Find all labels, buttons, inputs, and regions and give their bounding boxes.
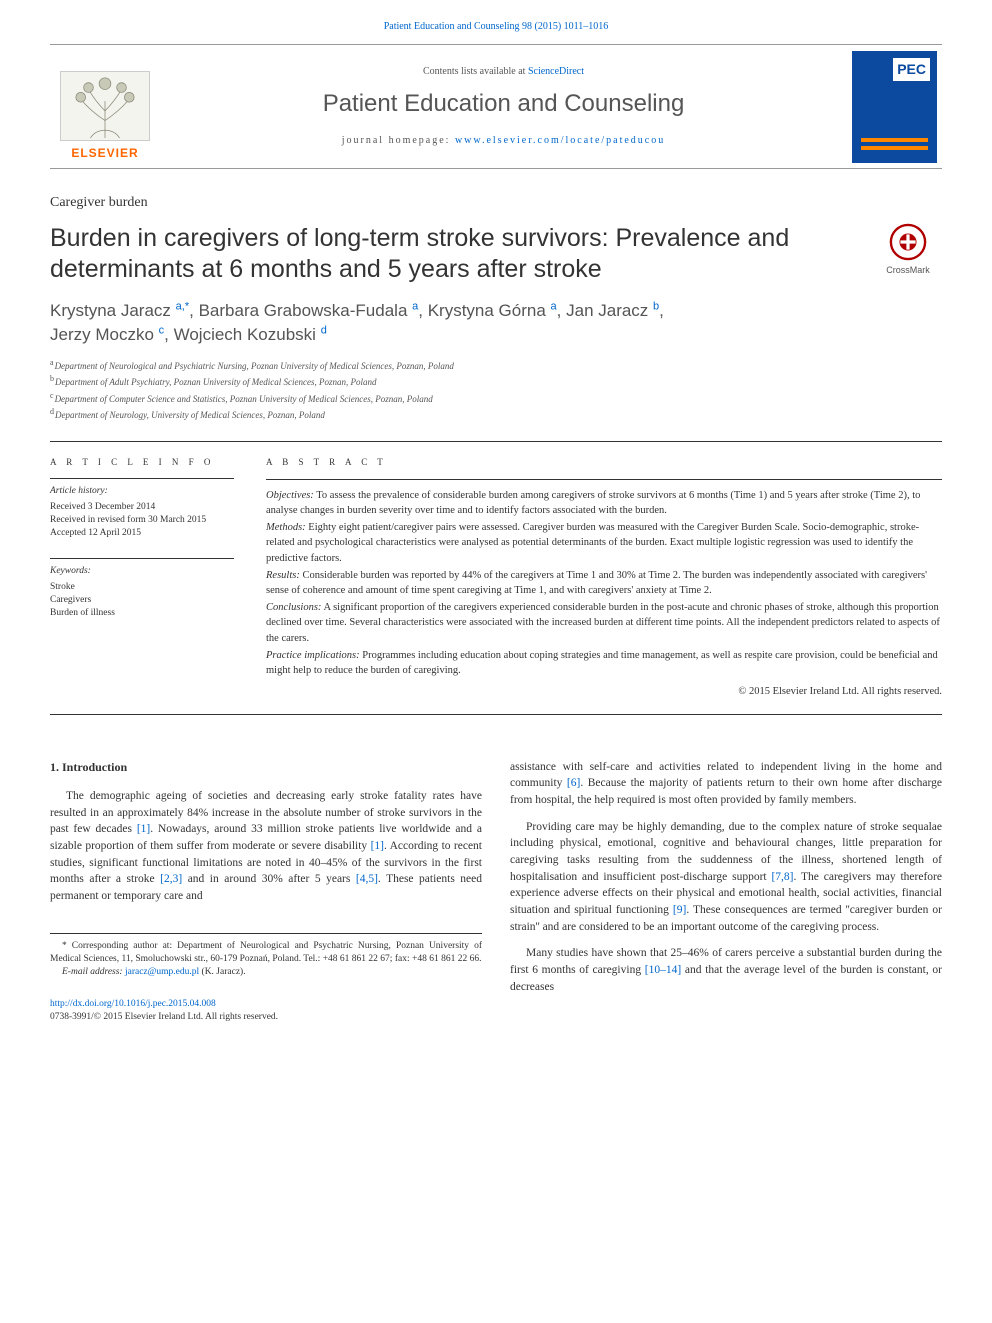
elsevier-tree-icon (60, 71, 150, 141)
crossmark-icon (889, 223, 927, 261)
homepage-link[interactable]: www.elsevier.com/locate/pateducou (455, 135, 665, 146)
citation-ref[interactable]: [10–14] (645, 964, 681, 976)
homepage-line: journal homepage: www.elsevier.com/locat… (342, 134, 666, 148)
body-paragraph: The demographic ageing of societies and … (50, 788, 482, 905)
citation-ref[interactable]: [9] (673, 904, 686, 916)
history-label: Article history: (50, 485, 234, 498)
history-block: Article history: Received 3 December 201… (50, 478, 234, 540)
body-col-right: assistance with self-care and activities… (510, 759, 942, 1025)
author-affmark: c (159, 324, 165, 336)
affiliation-line: aDepartment of Neurological and Psychiat… (50, 357, 942, 374)
header-center: Contents lists available at ScienceDirec… (160, 45, 847, 168)
keyword: Burden of illness (50, 607, 234, 620)
author-affmark: d (321, 324, 327, 336)
affiliation-line: bDepartment of Adult Psychiatry, Poznan … (50, 373, 942, 390)
history-line: Accepted 12 April 2015 (50, 527, 234, 540)
abstract-section: Objectives: To assess the prevalence of … (266, 488, 942, 518)
citation-ref[interactable]: [1] (137, 823, 150, 835)
keywords-label: Keywords: (50, 565, 234, 578)
affiliation-line: cDepartment of Computer Science and Stat… (50, 390, 942, 407)
homepage-prefix: journal homepage: (342, 135, 455, 146)
journal-name: Patient Education and Counseling (323, 87, 685, 121)
correspondence-block: * Corresponding author at: Department of… (50, 933, 482, 980)
author: Jerzy Moczko c (50, 325, 164, 344)
abstract-heading: A B S T R A C T (266, 456, 942, 469)
author: Jan Jaracz b (566, 301, 659, 320)
publisher-block: ELSEVIER (50, 45, 160, 168)
cover-block: PEC (847, 45, 942, 168)
author-affmark: a (412, 300, 418, 312)
body-paragraph: Providing care may be highly demanding, … (510, 819, 942, 936)
citation-link[interactable]: Patient Education and Counseling 98 (201… (384, 21, 609, 32)
abstract-body: Objectives: To assess the prevalence of … (266, 479, 942, 700)
journal-header: ELSEVIER Contents lists available at Sci… (50, 44, 942, 169)
author: Barbara Grabowska-Fudala a (199, 301, 419, 320)
affiliation-line: dDepartment of Neurology, University of … (50, 406, 942, 423)
citation-line: Patient Education and Counseling 98 (201… (50, 20, 942, 34)
article-info-col: A R T I C L E I N F O Article history: R… (50, 442, 250, 714)
corr-email-link[interactable]: jaracz@ump.edu.pl (125, 967, 199, 977)
body-col-left: 1. Introduction The demographic ageing o… (50, 759, 482, 1025)
author-affmark: a (551, 300, 557, 312)
cover-abbrev: PEC (893, 58, 930, 82)
author: Wojciech Kozubski d (174, 325, 327, 344)
contents-line: Contents lists available at ScienceDirec… (423, 65, 584, 79)
keyword: Caregivers (50, 594, 234, 607)
keywords-block: Keywords: StrokeCaregiversBurden of illn… (50, 558, 234, 620)
history-line: Received in revised form 30 March 2015 (50, 514, 234, 527)
article-info-heading: A R T I C L E I N F O (50, 456, 234, 469)
section-heading-intro: 1. Introduction (50, 759, 482, 776)
citation-ref[interactable]: [4,5] (356, 873, 378, 885)
doi-link[interactable]: http://dx.doi.org/10.1016/j.pec.2015.04.… (50, 999, 216, 1009)
corr-text: Corresponding author at: Department of N… (50, 941, 482, 964)
keyword: Stroke (50, 581, 234, 594)
contents-prefix: Contents lists available at (423, 66, 528, 77)
sciencedirect-link[interactable]: ScienceDirect (528, 66, 584, 77)
body-columns: 1. Introduction The demographic ageing o… (50, 759, 942, 1025)
footer-block: http://dx.doi.org/10.1016/j.pec.2015.04.… (50, 998, 482, 1025)
citation-ref[interactable]: [2,3] (160, 873, 182, 885)
abstract-section: Conclusions: A significant proportion of… (266, 600, 942, 646)
body-paragraph: assistance with self-care and activities… (510, 759, 942, 809)
journal-cover-icon: PEC (852, 51, 937, 163)
corr-email-label: E-mail address: (62, 967, 125, 977)
crossmark-badge[interactable]: CrossMark (874, 223, 942, 277)
citation-ref[interactable]: [1] (371, 840, 384, 852)
article-title: Burden in caregivers of long-term stroke… (50, 223, 854, 286)
abstract-copyright: © 2015 Elsevier Ireland Ltd. All rights … (266, 684, 942, 699)
corr-email-suffix: (K. Jaracz). (199, 967, 245, 977)
issn-line: 0738-3991/© 2015 Elsevier Ireland Ltd. A… (50, 1011, 482, 1024)
info-abstract-row: A R T I C L E I N F O Article history: R… (50, 441, 942, 715)
history-line: Received 3 December 2014 (50, 501, 234, 514)
citation-ref[interactable]: [6] (567, 777, 580, 789)
citation-ref[interactable]: [7,8] (771, 871, 793, 883)
abstract-section: Methods: Eighty eight patient/caregiver … (266, 520, 942, 566)
body-paragraph: Many studies have shown that 25–46% of c… (510, 945, 942, 995)
article-type: Caregiver burden (50, 193, 942, 213)
abstract-col: A B S T R A C T Objectives: To assess th… (250, 442, 942, 714)
publisher-wordmark: ELSEVIER (71, 145, 138, 162)
author: Krystyna Górna a (428, 301, 557, 320)
abstract-section: Practice implications: Programmes includ… (266, 648, 942, 678)
abstract-section: Results: Considerable burden was reporte… (266, 568, 942, 598)
authors-line: Krystyna Jaracz a,*, Barbara Grabowska-F… (50, 299, 942, 347)
author-affmark: b (653, 300, 659, 312)
crossmark-label: CrossMark (874, 264, 942, 277)
author: Krystyna Jaracz a,* (50, 301, 189, 320)
affiliations: aDepartment of Neurological and Psychiat… (50, 357, 942, 423)
author-affmark: a,* (176, 300, 189, 312)
